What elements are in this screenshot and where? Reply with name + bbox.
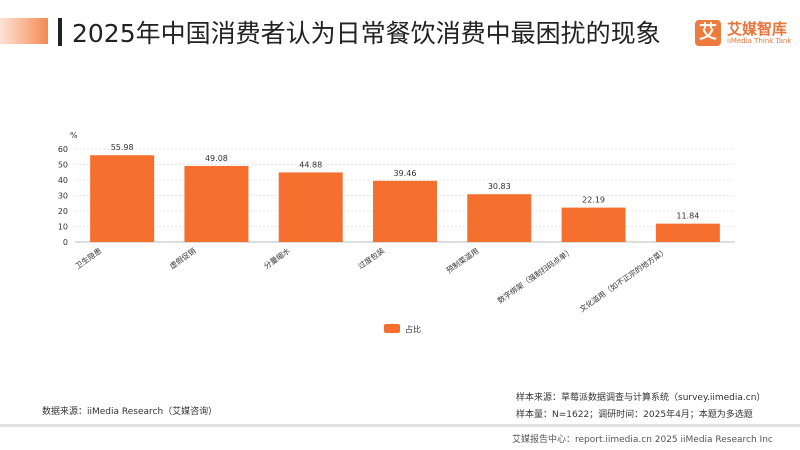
sample-size: 样本量：N=1622；调研时间：2025年4月；本题为多选题 <box>516 410 753 420</box>
x-tick-label: 文化滥用（如不正宗的地方菜） <box>577 245 669 313</box>
y-tick-label: 10 <box>58 223 68 232</box>
bar <box>467 194 532 242</box>
x-tick-label: 数字绑架（强制扫码点单） <box>495 245 574 305</box>
data-label: 30.83 <box>488 182 511 191</box>
data-label: 11.84 <box>676 212 699 221</box>
bar <box>655 223 720 242</box>
page-title: 2025年中国消费者认为日常餐饮消费中最困扰的现象 <box>72 19 661 48</box>
y-tick-label: 30 <box>58 192 68 201</box>
y-tick-label: 60 <box>58 145 68 154</box>
y-unit: % <box>70 131 78 140</box>
data-label: 39.46 <box>394 169 417 178</box>
logo-cn: 艾媒智库 <box>727 19 788 38</box>
x-tick-label: 预制菜滥用 <box>444 245 480 275</box>
bar <box>184 165 249 242</box>
x-tick-label: 虚假促销 <box>167 245 198 271</box>
x-tick-label: 过度包装 <box>356 245 387 271</box>
sample-source: 样本来源：草莓派数据调查与计算系统（survey.iimedia.cn） <box>516 393 766 403</box>
data-label: 55.98 <box>111 143 134 152</box>
data-label: 22.19 <box>582 196 605 205</box>
x-tick-label: 分量缩水 <box>262 245 293 271</box>
data-source: 数据来源：iiMedia Research（艾媒咨询） <box>42 407 218 417</box>
legend-label: 占比 <box>405 324 421 334</box>
data-label: 49.08 <box>205 154 228 163</box>
data-label: 44.88 <box>299 160 322 169</box>
logo: 艾 艾媒智库 iiMedia Think Tank <box>695 20 791 46</box>
y-tick-label: 20 <box>58 207 68 216</box>
footer-divider <box>0 424 800 427</box>
y-tick-label: 40 <box>58 176 68 185</box>
report-center: 艾媒报告中心：report.iimedia.cn 2025 iiMedia Re… <box>512 435 773 445</box>
x-tick-label: 卫生隐患 <box>73 245 104 271</box>
title-bar <box>58 18 62 46</box>
bar <box>90 155 155 242</box>
header-accent <box>0 18 48 44</box>
bar <box>373 180 437 242</box>
legend-swatch <box>384 324 400 333</box>
y-tick-label: 0 <box>63 238 68 247</box>
logo-icon: 艾 <box>695 20 721 46</box>
logo-en: iiMedia Think Tank <box>727 36 792 45</box>
y-tick-label: 50 <box>58 161 68 170</box>
bar <box>278 172 343 242</box>
bar <box>561 207 626 242</box>
